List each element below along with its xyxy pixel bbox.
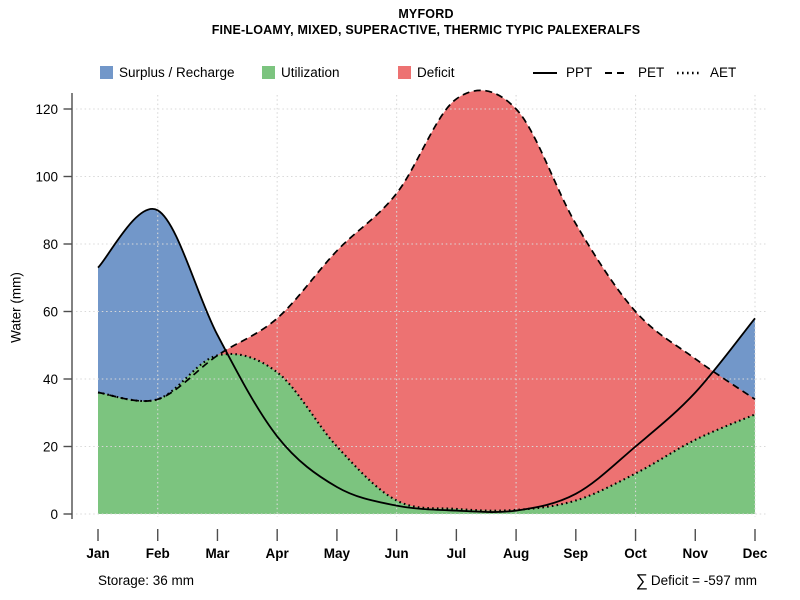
y-tick-label: 40 [43,372,58,387]
gridlines [76,95,768,517]
x-tick-label: Sep [563,546,588,561]
pet-legend-label: PET [638,65,665,80]
surplus-recharge-legend-label: Surplus / Recharge [119,65,235,80]
x-tick-label: Feb [146,546,170,561]
area-fills [98,90,755,515]
surplus-recharge-swatch [100,66,113,79]
deficit-sum-annotation: ∑ Deficit = -597 mm [636,570,757,590]
y-tick-label: 80 [43,237,58,252]
ppt-curve [97,208,756,513]
deficit-swatch [398,66,411,79]
storage-annotation: Storage: 36 mm [98,573,195,588]
aet-legend-label: AET [710,65,737,80]
deficit-legend-label: Deficit [417,65,455,80]
y-axis: 0 20 40 60 80 100 120 [35,93,73,522]
pet-curve [97,89,756,402]
utilization-legend-label: Utilization [281,65,340,80]
y-tick-label: 60 [43,304,58,319]
chart-title: MYFORD [398,7,454,21]
x-tick-label: May [324,546,351,561]
x-tick-label: Oct [624,546,647,561]
x-tick-label: Jun [385,546,409,561]
sigma-symbol: ∑ [635,571,648,590]
x-axis: Jan Feb Mar Apr May Jun Jul Aug Sep Oct Nov Dec [86,529,768,561]
x-tick-label: Apr [266,546,290,561]
pet-line-sample [605,72,629,74]
x-tick-label: Dec [743,546,768,561]
y-tick-label: 100 [35,169,58,184]
aet-line-sample [677,71,701,75]
chart-subtitle: FINE-LOAMY, MIXED, SUPERACTIVE, THERMIC … [211,23,641,37]
deficit-sum-text: Deficit = -597 mm [650,573,757,588]
x-tick-label: Aug [503,546,529,561]
ppt-line-sample [533,72,557,74]
ppt-legend-label: PPT [566,65,593,80]
x-tick-label: Nov [683,546,709,561]
y-tick-label: 120 [35,102,58,117]
curves [97,89,756,513]
x-tick-label: Jan [86,546,109,561]
utilization-swatch [262,66,275,79]
y-tick-label: 0 [50,507,58,522]
x-tick-label: Jul [447,546,467,561]
y-tick-label: 20 [43,439,58,454]
utilization-fill [98,353,755,514]
x-tick-label: Mar [205,546,230,561]
